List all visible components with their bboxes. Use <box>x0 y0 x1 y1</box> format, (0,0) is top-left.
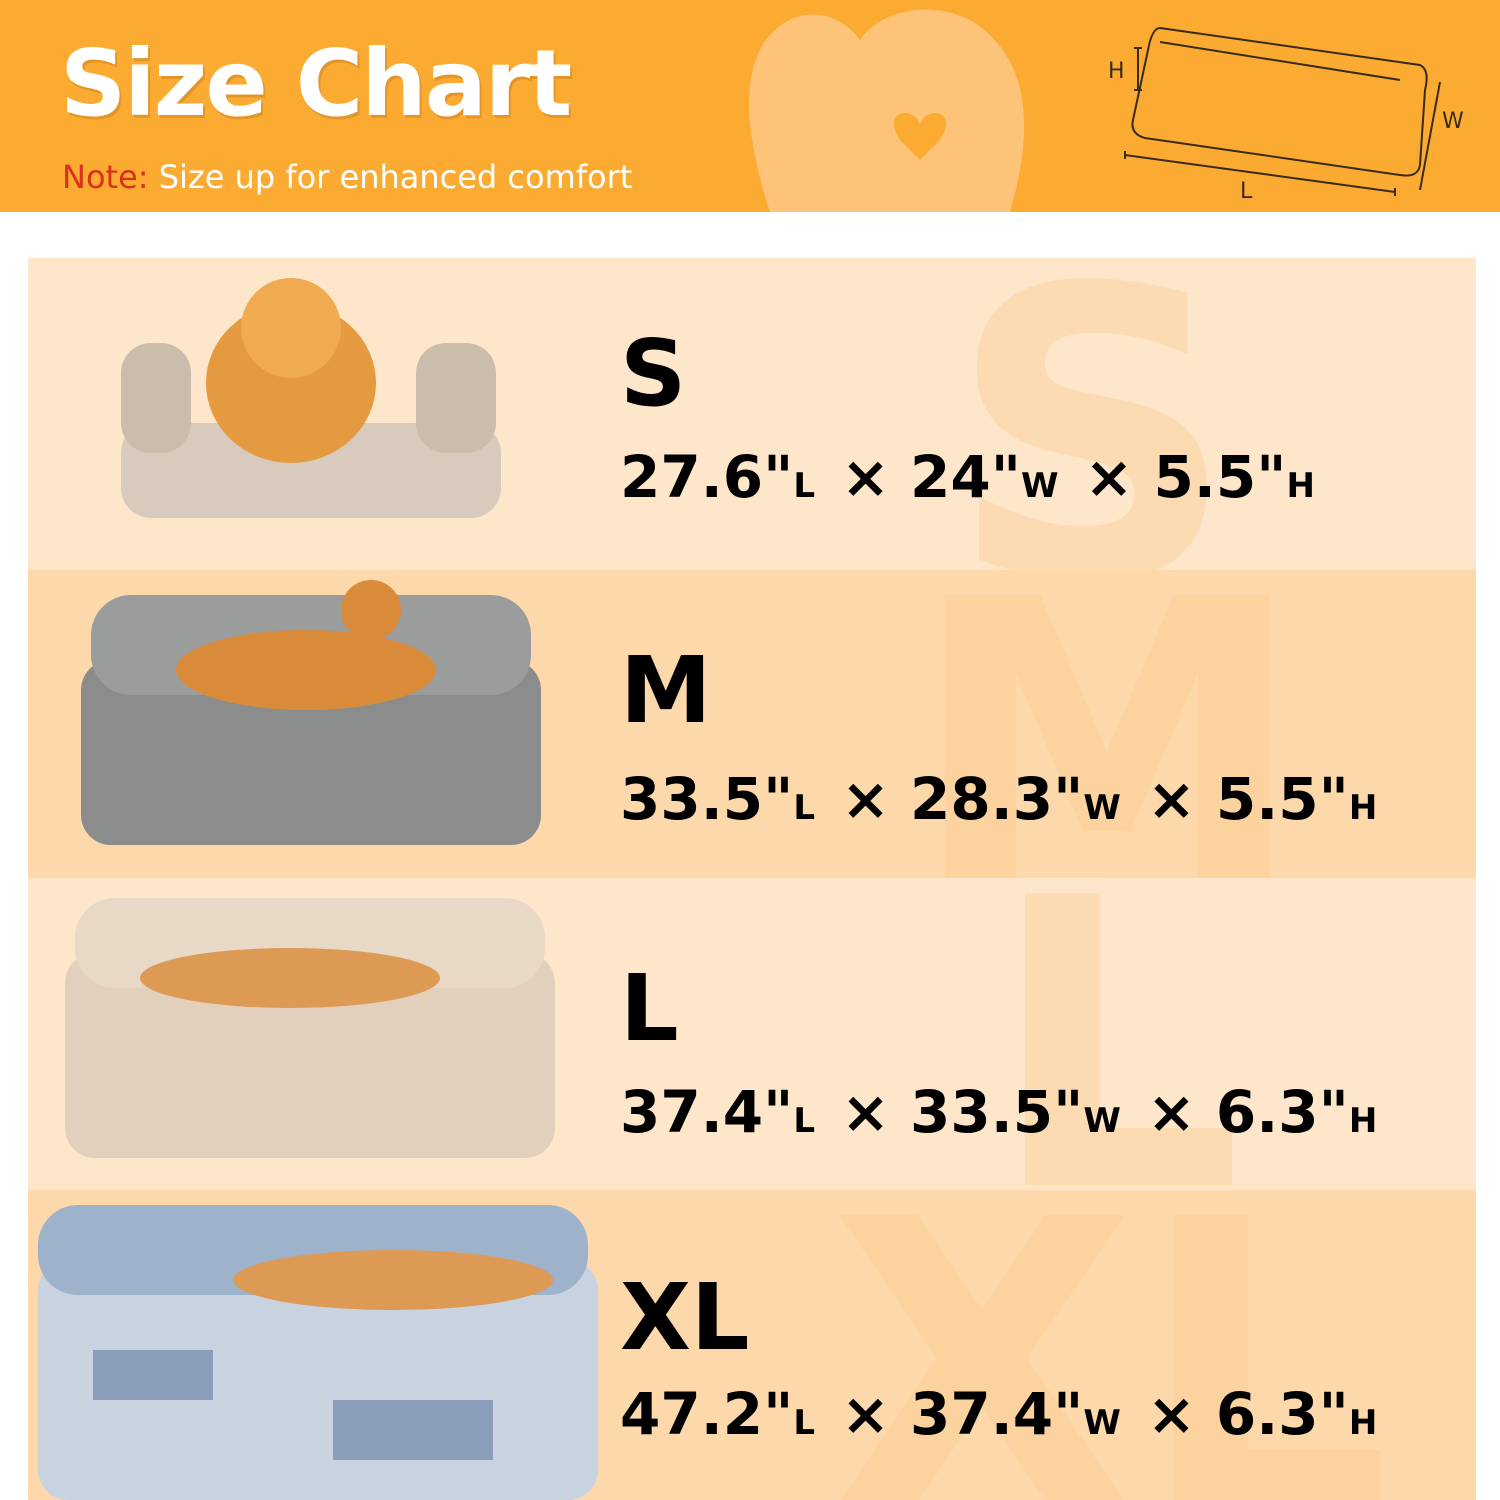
dimension-part: W <box>1083 788 1121 828</box>
dimension-part: × <box>1084 443 1134 511</box>
dimension-part: × <box>1147 765 1196 833</box>
dimension-part: H <box>1348 1101 1378 1141</box>
note-label: Note: <box>62 158 149 196</box>
dimension-part: H <box>1348 1403 1378 1443</box>
size-dimensions: 27.6"L × 24"W × 5.5"H <box>620 448 1321 506</box>
size-table: S S 27.6"L × 24"W × 5.5"H M M 33.5"L × 2… <box>28 258 1476 1500</box>
dimension-part: 6.3" <box>1215 1078 1349 1146</box>
size-dimensions: 37.4"L × 33.5"W × 6.3"H <box>620 1083 1383 1141</box>
dimension-part: 24" <box>910 443 1021 511</box>
size-dimensions: 47.2"L × 37.4"W × 6.3"H <box>620 1385 1383 1443</box>
header-banner: Size Chart Note: Size up for enhanced co… <box>0 0 1500 212</box>
dimension-part: × <box>841 1380 890 1448</box>
dog-mascot-icon <box>749 9 1025 212</box>
dimension-part: 5.5" <box>1215 765 1349 833</box>
size-label: M <box>620 637 712 744</box>
dimension-part: 33.5" <box>910 1078 1084 1146</box>
bed-image-s <box>121 278 501 518</box>
page-title: Size Chart <box>60 30 572 137</box>
dimension-part: 37.4" <box>910 1380 1084 1448</box>
dimension-part: L <box>793 788 815 828</box>
bed-image-xl <box>38 1205 598 1500</box>
dimension-part: L <box>793 1101 815 1141</box>
dimension-part: W <box>1083 1101 1121 1141</box>
bed-dimension-diagram: H W L <box>1108 26 1464 204</box>
size-row-xl: XL XL 47.2"L × 37.4"W × 6.3"H <box>28 1170 1476 1500</box>
size-label: S <box>620 320 687 427</box>
size-row-s: S S 27.6"L × 24"W × 5.5"H <box>28 258 1476 638</box>
dimension-part: 37.4" <box>620 1078 794 1146</box>
dimension-part: W <box>1020 466 1059 506</box>
dimension-part: 6.3" <box>1215 1380 1349 1448</box>
dimension-part: × <box>1147 1078 1196 1146</box>
dimension-part: 27.6" <box>620 443 794 511</box>
dimension-part: 33.5" <box>620 765 794 833</box>
size-dimensions: 33.5"L × 28.3"W × 5.5"H <box>620 770 1383 828</box>
dimension-part: × <box>841 765 890 833</box>
dimension-part: H <box>1286 466 1315 506</box>
dimension-part: × <box>841 1078 890 1146</box>
dimension-part: × <box>1147 1380 1196 1448</box>
size-label: XL <box>620 1264 750 1371</box>
watermark-xl: XL <box>828 1137 1392 1500</box>
dimension-part: 28.3" <box>910 765 1084 833</box>
dimension-part: × <box>841 443 890 511</box>
size-row-l: L L 37.4"L × 33.5"W × 6.3"H <box>28 848 1476 1248</box>
bed-image-m <box>81 580 541 845</box>
dimension-part: 47.2" <box>620 1380 794 1448</box>
note-text: Size up for enhanced comfort <box>158 158 633 196</box>
watermark-l: L <box>988 815 1243 1280</box>
size-label: L <box>620 955 679 1062</box>
dimension-part: 5.5" <box>1153 443 1287 511</box>
bed-image-l <box>65 898 555 1158</box>
diagram-label-h: H <box>1108 59 1125 84</box>
note: Note: Size up for enhanced comfort <box>62 158 632 196</box>
diagram-label-l: L <box>1240 179 1253 204</box>
dimension-part: L <box>793 1403 815 1443</box>
dimension-part: L <box>793 466 815 506</box>
dimension-part: H <box>1348 788 1378 828</box>
diagram-label-w: W <box>1442 109 1464 134</box>
dimension-part: W <box>1083 1403 1121 1443</box>
size-row-m: M M 33.5"L × 28.3"W × 5.5"H <box>28 550 1476 950</box>
